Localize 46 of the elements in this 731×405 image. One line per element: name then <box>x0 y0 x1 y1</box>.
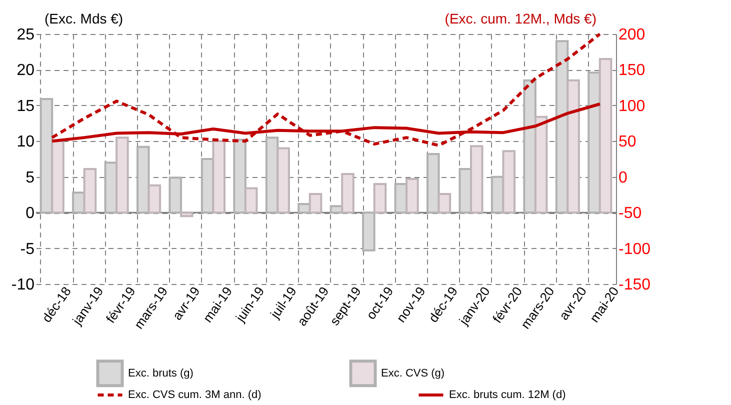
bar <box>212 140 226 214</box>
bar <box>341 173 354 214</box>
y-axis-title: (Exc. Mds €) <box>44 10 124 26</box>
y-tick-label: -10 <box>11 276 35 294</box>
y2-tick-label: 100 <box>618 98 646 115</box>
bar <box>136 146 150 214</box>
bar <box>148 184 162 214</box>
bar <box>373 183 387 214</box>
bar <box>276 147 290 214</box>
bar <box>51 140 64 214</box>
bar <box>438 193 452 214</box>
legend-label: Exc. bruts (g) <box>128 367 194 380</box>
bar <box>534 116 548 214</box>
bar <box>244 187 258 214</box>
bar <box>308 193 322 214</box>
y2-axis-title: (Exc. cum. 12M., Mds €) <box>444 10 596 26</box>
legend-label: Exc. CVS (g) <box>381 367 445 380</box>
y2-tick-label: -50 <box>618 205 642 222</box>
y-tick-label: 15 <box>16 98 35 115</box>
y-tick-label: 10 <box>16 134 35 151</box>
bar <box>502 150 516 214</box>
y2-tick-label: -150 <box>618 276 651 294</box>
y2-tick-label: -100 <box>618 240 651 258</box>
bar <box>168 176 182 214</box>
bar <box>116 136 129 214</box>
bar <box>180 212 194 218</box>
bar <box>566 79 580 214</box>
y-tick-label: 25 <box>16 26 35 44</box>
bar <box>406 178 419 214</box>
y-tick-label: 5 <box>26 169 35 186</box>
bar <box>83 168 97 214</box>
legend-label: Exc. CVS cum. 3M ann. (d) <box>128 389 262 401</box>
bar <box>598 58 612 214</box>
y-tick-label: 0 <box>26 205 35 222</box>
bar <box>426 153 440 214</box>
bar <box>233 138 246 214</box>
legend-label: Exc. bruts cum. 12M (d) <box>449 389 566 401</box>
bar <box>362 212 376 252</box>
bar <box>470 145 484 214</box>
y-tick-label: -5 <box>20 240 35 258</box>
y2-tick-label: 150 <box>618 62 646 80</box>
y2-tick-label: 50 <box>618 134 636 151</box>
y2-tick-label: 200 <box>618 26 646 44</box>
line-series <box>50 32 602 147</box>
y2-tick-label: 0 <box>618 169 628 186</box>
y-tick-label: 20 <box>16 62 35 80</box>
